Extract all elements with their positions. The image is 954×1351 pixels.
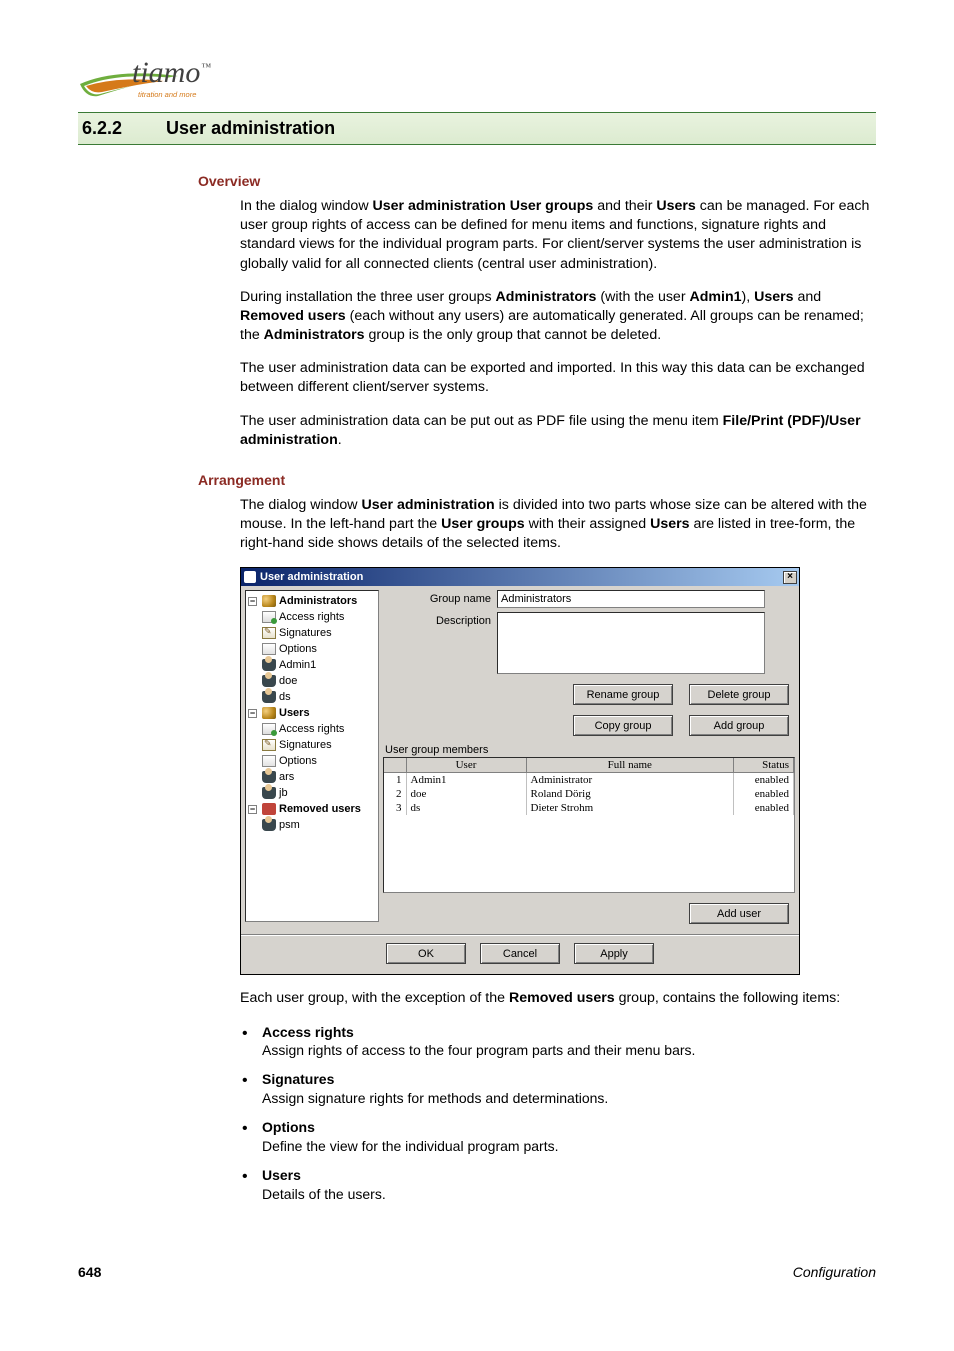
user-icon xyxy=(262,787,276,799)
tree-removed-users[interactable]: −Removed users xyxy=(248,801,376,817)
table-row[interactable]: 3 ds Dieter Strohm enabled xyxy=(384,801,794,815)
tree-access-rights[interactable]: Access rights xyxy=(248,609,376,625)
dialog-titlebar[interactable]: User administration × xyxy=(241,568,799,586)
list-item: OptionsDefine the view for the individua… xyxy=(240,1118,876,1156)
page-number: 648 xyxy=(78,1264,101,1280)
collapse-icon[interactable]: − xyxy=(248,805,257,814)
app-icon xyxy=(244,571,256,583)
apply-button[interactable]: Apply xyxy=(574,943,654,964)
tree-options[interactable]: Options xyxy=(248,753,376,769)
overview-p2: During installation the three user group… xyxy=(240,288,876,346)
signature-icon xyxy=(262,739,276,751)
group-items-list: Access rightsAssign rights of access to … xyxy=(240,1023,876,1204)
tree-user-psm[interactable]: psm xyxy=(248,817,376,833)
tree-access-rights[interactable]: Access rights xyxy=(248,721,376,737)
group-tree[interactable]: −Administrators Access rights Signatures… xyxy=(245,590,379,922)
copy-group-button[interactable]: Copy group xyxy=(573,715,673,736)
members-table[interactable]: User Full name Status 1 Admin1 Administr… xyxy=(383,757,795,893)
brand-tagline: titration and more xyxy=(138,90,196,99)
signature-icon xyxy=(262,627,276,639)
group-icon xyxy=(262,595,276,607)
description-label: Description xyxy=(383,612,491,627)
close-icon[interactable]: × xyxy=(783,571,797,584)
tree-user-jb[interactable]: jb xyxy=(248,785,376,801)
dialog-title: User administration xyxy=(260,571,363,583)
overview-p3: The user administration data can be expo… xyxy=(240,359,876,397)
arrangement-p1: The dialog window User administration is… xyxy=(240,496,876,554)
user-admin-dialog: User administration × −Administrators Ac… xyxy=(240,567,800,975)
group-icon xyxy=(262,707,276,719)
user-icon xyxy=(262,659,276,671)
tree-signatures[interactable]: Signatures xyxy=(248,625,376,641)
ok-button[interactable]: OK xyxy=(386,943,466,964)
tree-signatures[interactable]: Signatures xyxy=(248,737,376,753)
overview-p4: The user administration data can be put … xyxy=(240,412,876,450)
section-number: 6.2.2 xyxy=(82,118,122,139)
list-item: Access rightsAssign rights of access to … xyxy=(240,1023,876,1061)
user-icon xyxy=(262,691,276,703)
user-icon xyxy=(262,819,276,831)
col-status[interactable]: Status xyxy=(734,758,794,773)
add-user-button[interactable]: Add user xyxy=(689,903,789,924)
page-footer: 648 Configuration xyxy=(78,1264,876,1280)
user-icon xyxy=(262,675,276,687)
overview-p1: In the dialog window User administration… xyxy=(240,197,876,274)
group-name-label: Group name xyxy=(383,590,491,605)
collapse-icon[interactable]: − xyxy=(248,709,257,718)
after-dialog-p1: Each user group, with the exception of t… xyxy=(240,989,876,1008)
options-icon xyxy=(262,643,276,655)
col-fullname[interactable]: Full name xyxy=(526,758,734,773)
table-row[interactable]: 2 doe Roland Dörig enabled xyxy=(384,787,794,801)
logo: tiamo™ titration and more xyxy=(78,60,876,104)
tree-users[interactable]: −Users xyxy=(248,705,376,721)
delete-group-button[interactable]: Delete group xyxy=(689,684,789,705)
section-heading: 6.2.2 User administration xyxy=(78,112,876,145)
footer-category: Configuration xyxy=(793,1264,876,1280)
section-title: User administration xyxy=(166,118,335,139)
tree-user-ars[interactable]: ars xyxy=(248,769,376,785)
col-index[interactable] xyxy=(384,758,406,773)
rights-icon xyxy=(262,723,276,735)
overview-heading: Overview xyxy=(198,173,876,189)
list-item: UsersDetails of the users. xyxy=(240,1166,876,1204)
removed-icon xyxy=(262,803,276,815)
tree-options[interactable]: Options xyxy=(248,641,376,657)
cancel-button[interactable]: Cancel xyxy=(480,943,560,964)
user-icon xyxy=(262,771,276,783)
collapse-icon[interactable]: − xyxy=(248,597,257,606)
col-user[interactable]: User xyxy=(406,758,526,773)
members-label: User group members xyxy=(385,744,795,756)
tree-user-admin1[interactable]: Admin1 xyxy=(248,657,376,673)
rights-icon xyxy=(262,611,276,623)
add-group-button[interactable]: Add group xyxy=(689,715,789,736)
rename-group-button[interactable]: Rename group xyxy=(573,684,673,705)
options-icon xyxy=(262,755,276,767)
tree-user-ds[interactable]: ds xyxy=(248,689,376,705)
group-name-input[interactable] xyxy=(497,590,765,608)
brand-name: tiamo™ xyxy=(132,56,211,90)
tree-administrators[interactable]: −Administrators xyxy=(248,593,376,609)
arrangement-heading: Arrangement xyxy=(198,472,876,488)
list-item: SignaturesAssign signature rights for me… xyxy=(240,1070,876,1108)
description-input[interactable] xyxy=(497,612,765,674)
tree-user-doe[interactable]: doe xyxy=(248,673,376,689)
table-row[interactable]: 1 Admin1 Administrator enabled xyxy=(384,773,794,788)
